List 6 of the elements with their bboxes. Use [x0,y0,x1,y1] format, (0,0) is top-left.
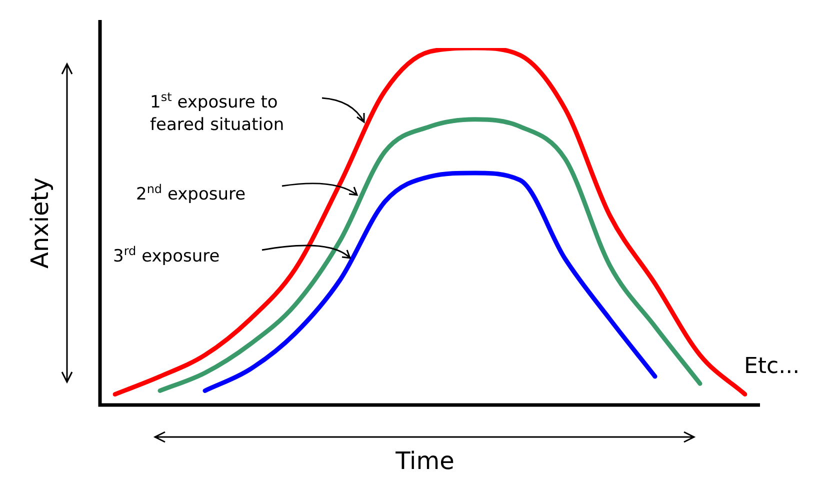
annotation: 3$^{rd}$ exposure [113,243,220,268]
x-axis-title: Time [394,447,456,475]
annotation: 1$^{st}$ exposure to feared situation [150,89,286,136]
annotation: Etc... [744,354,800,379]
y-axis-title: Anxiety [26,176,54,270]
annotation: 2$^{nd}$ exposure [136,181,246,206]
